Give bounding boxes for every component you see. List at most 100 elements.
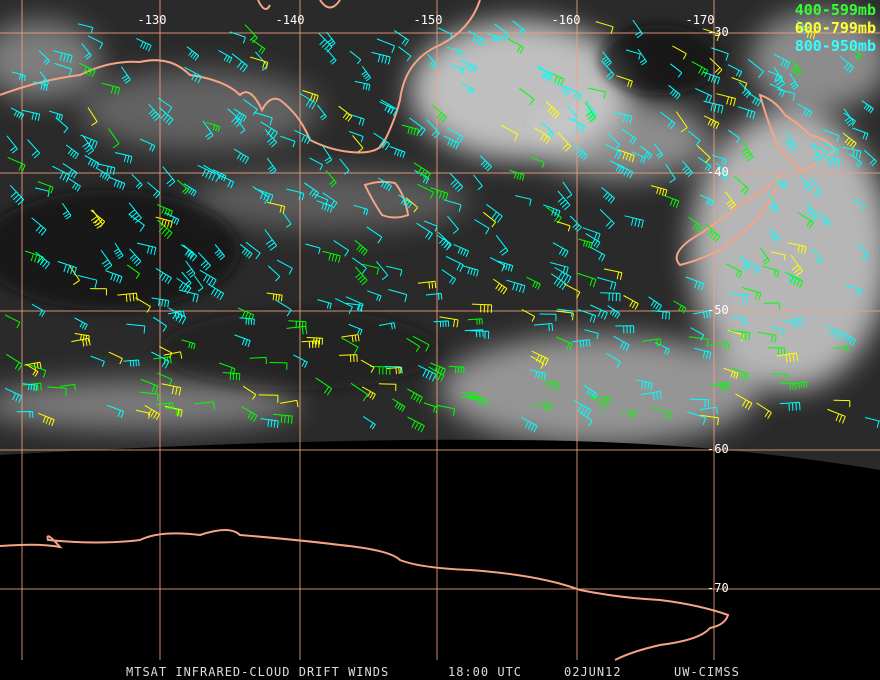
- wind-barb: [373, 132, 391, 151]
- wind-barb: [447, 215, 459, 234]
- wind-barb: [584, 101, 597, 123]
- wind-barb: [572, 339, 591, 348]
- wind-barb: [162, 166, 176, 187]
- wind-barb: [108, 128, 120, 149]
- latitude-label: -30: [707, 25, 729, 39]
- wind-barb: [57, 261, 77, 276]
- wind-barb: [199, 269, 217, 287]
- wind-barb: [822, 129, 840, 143]
- wind-barb: [652, 407, 672, 421]
- wind-barb: [207, 283, 225, 301]
- wind-barb: [74, 333, 90, 342]
- wind-barb: [567, 117, 586, 133]
- wind-barb: [599, 209, 615, 230]
- wind-barb: [231, 53, 248, 73]
- wind-barb: [740, 141, 754, 162]
- wind-barb: [361, 386, 376, 400]
- wind-barb: [555, 310, 574, 321]
- wind-barb: [202, 120, 214, 140]
- wind-barb: [473, 174, 483, 191]
- wind-barb: [730, 315, 747, 326]
- wind-barb: [733, 175, 750, 195]
- wind-barb: [239, 243, 253, 259]
- wind-barb: [601, 51, 612, 67]
- wind-barb: [168, 310, 186, 319]
- wind-barb: [695, 88, 713, 103]
- wind-barbs: [4, 19, 880, 433]
- wind-barb: [616, 75, 633, 88]
- wind-barb: [533, 127, 551, 145]
- wind-barb: [486, 203, 503, 223]
- wind-barb: [847, 46, 862, 61]
- wind-barb: [370, 366, 391, 375]
- wind-barb: [449, 64, 465, 75]
- wind-barb: [34, 187, 50, 198]
- wind-barb: [623, 295, 639, 310]
- wind-barb: [811, 144, 823, 164]
- wind-barb: [371, 51, 391, 65]
- wind-barb: [849, 153, 862, 168]
- wind-barb: [578, 238, 593, 249]
- wind-barb: [796, 103, 813, 119]
- wind-barb: [74, 317, 88, 330]
- wind-barb: [566, 104, 578, 122]
- wind-barb: [355, 266, 368, 286]
- wind-barb: [584, 329, 599, 340]
- wind-barb: [724, 191, 736, 210]
- wind-barb: [436, 404, 456, 417]
- wind-barb: [181, 339, 196, 350]
- wind-barb: [567, 87, 583, 101]
- wind-barb: [448, 365, 465, 374]
- latitude-label: -70: [707, 581, 729, 595]
- wind-barb: [709, 57, 723, 75]
- wind-barb: [590, 304, 608, 320]
- wind-barb: [688, 216, 703, 233]
- wind-barb: [441, 269, 457, 285]
- wind-barb: [241, 406, 258, 422]
- wind-barb: [47, 386, 67, 396]
- wind-barb: [22, 382, 42, 392]
- wind-barb: [851, 198, 866, 212]
- wind-barb: [710, 384, 728, 392]
- wind-barb: [431, 104, 447, 124]
- wind-barb: [445, 256, 464, 272]
- wind-barb: [805, 201, 819, 222]
- wind-barb: [409, 117, 426, 137]
- wind-barb: [260, 418, 279, 429]
- wind-barb: [600, 292, 621, 302]
- wind-barb: [462, 265, 479, 277]
- latitude-label: -40: [707, 165, 729, 179]
- wind-barb: [780, 382, 797, 390]
- wind-barb: [693, 347, 712, 360]
- wind-barb: [697, 156, 712, 172]
- wind-barb: [519, 87, 535, 106]
- wind-barb: [109, 176, 126, 190]
- wind-barb: [273, 413, 293, 424]
- longitude-label: -130: [138, 13, 167, 27]
- wind-barb: [625, 49, 641, 60]
- wind-barb: [301, 340, 320, 349]
- wind-barb: [377, 177, 392, 192]
- wind-barb: [833, 399, 851, 408]
- wind-barb: [589, 246, 606, 262]
- wind-barb: [4, 314, 21, 329]
- wind-barb: [392, 398, 406, 412]
- wind-barb: [54, 62, 73, 77]
- wind-barb: [696, 145, 711, 164]
- wind-barb: [352, 257, 367, 274]
- wind-barb: [385, 366, 403, 375]
- wind-barb: [842, 132, 857, 149]
- wind-barb: [233, 108, 247, 122]
- wind-barb: [689, 398, 710, 408]
- wind-barb: [587, 87, 606, 99]
- wind-barb: [495, 234, 509, 256]
- wind-barb: [703, 28, 720, 41]
- wind-barb: [354, 240, 368, 256]
- wind-barb: [293, 354, 308, 368]
- wind-barb: [378, 322, 396, 330]
- wind-barb: [745, 258, 761, 275]
- longitude-label: -150: [414, 13, 443, 27]
- legend-entry: 400-599mb: [795, 1, 876, 19]
- wind-barb: [96, 163, 116, 176]
- wind-barb: [245, 241, 261, 260]
